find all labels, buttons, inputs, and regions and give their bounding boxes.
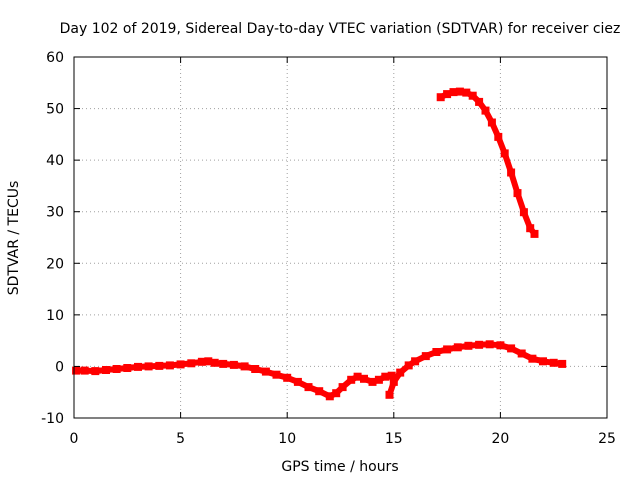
data-point [513,189,522,198]
x-tick-label: 20 [491,431,509,447]
data-point [123,364,132,372]
data-point [325,392,334,401]
data-point [481,106,490,115]
data-point [332,389,341,398]
data-point [421,352,430,361]
data-point [396,368,405,377]
data-point [293,377,302,386]
data-point [176,360,185,369]
data-point [165,361,174,370]
data-point [475,97,484,106]
data-point [304,383,313,392]
x-tick-label: 0 [70,431,79,447]
data-point [251,365,260,373]
y-tick-label: 40 [46,153,64,169]
data-point [404,361,413,370]
data-point [219,359,228,368]
data-point [134,362,142,371]
y-axis-label: SDTVAR / TECUs [6,181,22,296]
data-point [204,357,213,366]
data-point [368,377,377,386]
data-point [464,341,473,350]
data-point [526,224,535,233]
data-point [436,93,445,102]
data-point [387,371,396,380]
data-point [443,90,452,99]
data-point [315,387,324,396]
data-point [360,374,368,383]
data-point [385,390,394,399]
x-tick-label: 25 [598,431,616,447]
y-tick-label: 50 [46,102,64,118]
data-point [347,375,356,384]
data-point [443,345,452,354]
data-point [411,357,420,366]
series-track-1 [72,357,396,401]
data-point [507,344,516,353]
y-tick-label: 10 [46,308,64,324]
data-point [455,87,464,96]
chart-title: Day 102 of 2019, Sidereal Day-to-day VTE… [60,21,621,37]
data-point [549,358,558,367]
data-point [449,88,458,97]
data-point [453,343,462,352]
axis-ticks: 0 5 10 15 20 25 -10 0 10 20 30 40 50 60 [41,50,616,447]
data-point [72,366,81,375]
plot-frame [73,56,608,419]
data-point [475,340,484,349]
y-tick-label: 20 [46,256,64,272]
data-point [261,367,270,376]
data-point [80,366,89,375]
data-point [487,118,496,127]
data-point [353,372,362,381]
data-point [496,341,505,350]
x-tick-label: 10 [278,431,296,447]
data-point [229,360,238,369]
data-point [494,132,503,141]
data-point [462,88,471,97]
data-point [539,357,547,366]
data-point [432,348,441,356]
data-point [91,367,100,376]
y-tick-label: 0 [55,359,64,375]
series-track-2 [385,340,567,399]
data-series [72,87,567,401]
data-point [558,359,567,368]
data-point [338,383,347,392]
data-point [240,362,249,371]
data-point [210,358,219,367]
data-point [112,365,121,373]
data-point [519,208,528,217]
x-axis-label: GPS time / hours [281,459,398,475]
data-point [187,359,196,368]
data-point [272,370,281,379]
data-point [528,354,537,363]
data-point [517,349,526,358]
y-tick-label: 60 [46,50,64,66]
data-point [507,168,516,177]
data-point [381,372,390,381]
data-point [155,361,164,370]
data-point [468,91,477,100]
data-point [144,362,153,371]
data-point [283,373,292,382]
data-point [102,366,110,374]
data-point [389,377,398,386]
x-tick-label: 15 [385,431,403,447]
data-point [374,375,383,384]
y-tick-label: -10 [41,411,64,427]
data-point [485,340,494,349]
data-point [500,149,509,158]
data-point [530,229,539,238]
series-track-3 [436,87,539,238]
y-tick-label: 30 [46,205,64,221]
x-tick-label: 5 [176,431,185,447]
data-point [197,357,206,366]
